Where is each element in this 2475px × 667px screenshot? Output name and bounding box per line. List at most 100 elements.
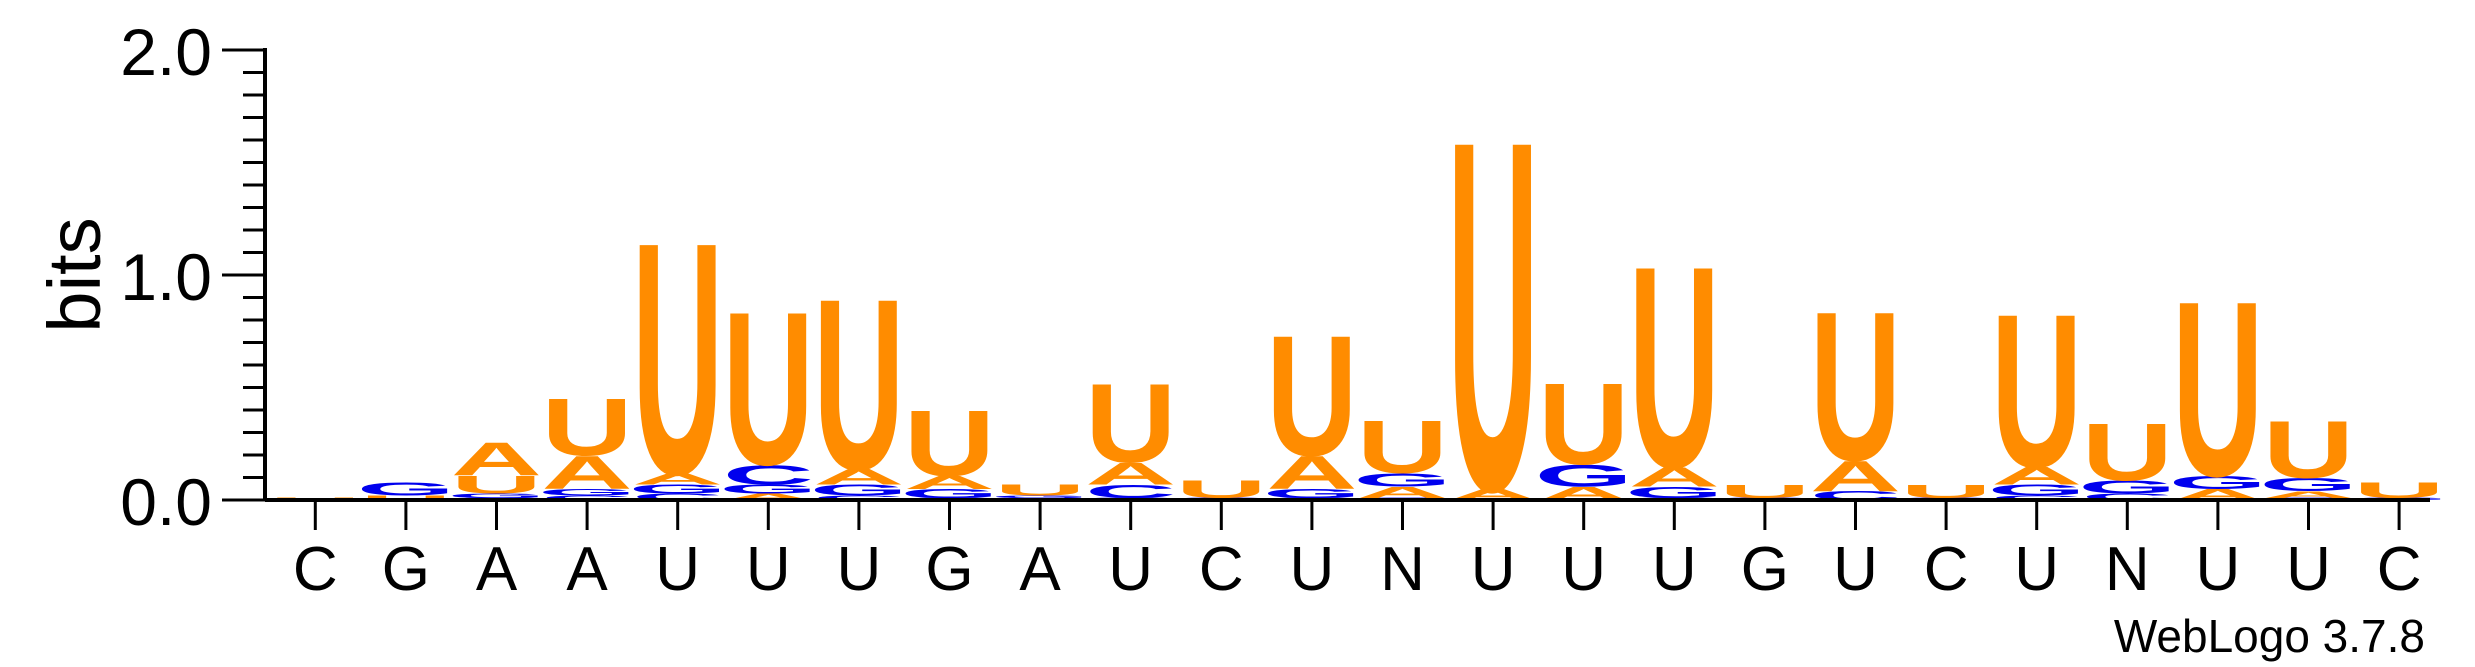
logo-letter-u: U [360,494,451,501]
logo-letter-a: A [632,470,723,487]
logo-letter-u: U [723,266,814,511]
logo-letter-g: G [1625,484,1723,501]
stack-position-15: AGU [1535,359,1633,504]
logo-letter-c: C [542,494,633,501]
x-tick-label: C [2377,535,2422,604]
logo-letter-c: C [2082,492,2173,502]
logo-letter-g: G [2078,476,2176,497]
logo-letter-u: U [2172,249,2263,528]
y-tick-label: 0.0 [120,465,212,539]
logo-letter-u: U [542,382,633,472]
x-axis-ticks [313,500,2401,530]
x-tick-label: A [566,535,608,604]
x-tick-label: U [2196,535,2241,604]
logo-letter-a: A [1357,484,1448,501]
logo-letter-g: G [1353,470,1451,491]
y-tick-label: 2.0 [120,15,212,89]
stack-position-13: CAGU [1353,406,1451,501]
x-tick-label: C [293,535,338,604]
weblogo-version-label: WebLogo 3.7.8 [2114,610,2425,662]
logo-letter-u: U [451,471,542,499]
stack-position-22: AGU [2169,249,2267,528]
logo-letter-u: U [1538,359,1629,489]
logo-letter-u: U [1357,406,1448,490]
y-axis-label: bits [33,217,116,332]
logo-letter-g: G [900,487,998,501]
logo-letter-u: U [995,482,1086,499]
logo-letter-u: U [632,174,723,544]
logo-letter-g: G [2259,474,2357,495]
logo-letter-u: U [1810,269,1901,506]
logo-letter-a: A [723,492,814,502]
logo-letter-c: C [813,494,904,501]
x-tick-label: U [1561,535,1606,604]
stack-position-21: CGU [2078,407,2176,502]
logo-letter-a: A [1085,456,1176,491]
x-tick-label: C [1924,535,1969,604]
logo-letter-g: G [629,482,727,496]
logo-letter-c: C [632,492,723,502]
x-tick-label: G [1741,535,1789,604]
logo-letter-u: U [1266,299,1357,492]
x-tick-label: C [1199,535,1244,604]
x-tick-label: N [2105,535,2150,604]
x-tick-label: A [476,535,518,604]
logo-letter-g: G [2169,472,2267,493]
logo-letter-u: U [2082,407,2173,497]
y-tick-label: 1.0 [120,240,212,314]
stack-position-23: CAGU [2259,405,2357,501]
logo-letter-g: G [810,482,908,499]
x-tick-label: U [1471,535,1516,604]
x-tick-label: G [925,535,973,604]
logo-letter-g: G [357,479,455,500]
logo-letter-u: U [1629,207,1720,528]
letter-stacks: UUGCGUACGAUCGAUAGCUCGAUCGAUCGUGCAUGUCGAU… [270,38,2449,596]
logo-letter-u: U [2263,405,2354,495]
x-tick-label: A [1019,535,1061,604]
x-tick-label: U [837,535,882,604]
stack-position-2: UG [357,479,455,502]
logo-letter-g: G [719,482,817,496]
logo-letter-c: C [1085,481,1176,502]
x-tick-label: U [1652,535,1697,604]
logo-letter-g: G [538,487,636,497]
x-tick-label: U [655,535,700,604]
stack-position-10: GCAU [1082,361,1180,502]
logo-letter-a: A [1629,461,1720,492]
stack-position-9: CGU [991,482,1089,501]
x-tick-label: N [1380,535,1425,604]
x-tick-label: U [1833,535,1878,604]
logo-letter-a: A [1810,452,1901,501]
logo-letter-c: C [723,459,814,490]
logo-letter-a: A [813,465,904,489]
x-tick-label: U [746,535,791,604]
logo-letter-u: U [1085,361,1176,486]
logo-letter-a: A [1266,447,1357,499]
logo-letter-a: A [1991,462,2082,490]
x-tick-label: U [1108,535,1153,604]
logo-letter-c: C [1991,494,2082,501]
stack-position-18: CAU [1810,269,1901,506]
logo-letter-u: U [1901,481,1992,502]
logo-letter-g: G [447,492,545,499]
x-tick-label: U [1290,535,1335,604]
logo-letter-g: G [991,495,1089,498]
logo-letter-u: U [813,249,904,521]
logo-letter-g: G [1263,487,1361,501]
logo-letter-a: A [2263,489,2354,499]
logo-letter-g: G [1535,459,1633,494]
logo-letter-u: U [904,390,995,495]
y-axis: 0.0 1.0 2.0 [120,15,267,539]
x-tick-label: U [2014,535,2059,604]
